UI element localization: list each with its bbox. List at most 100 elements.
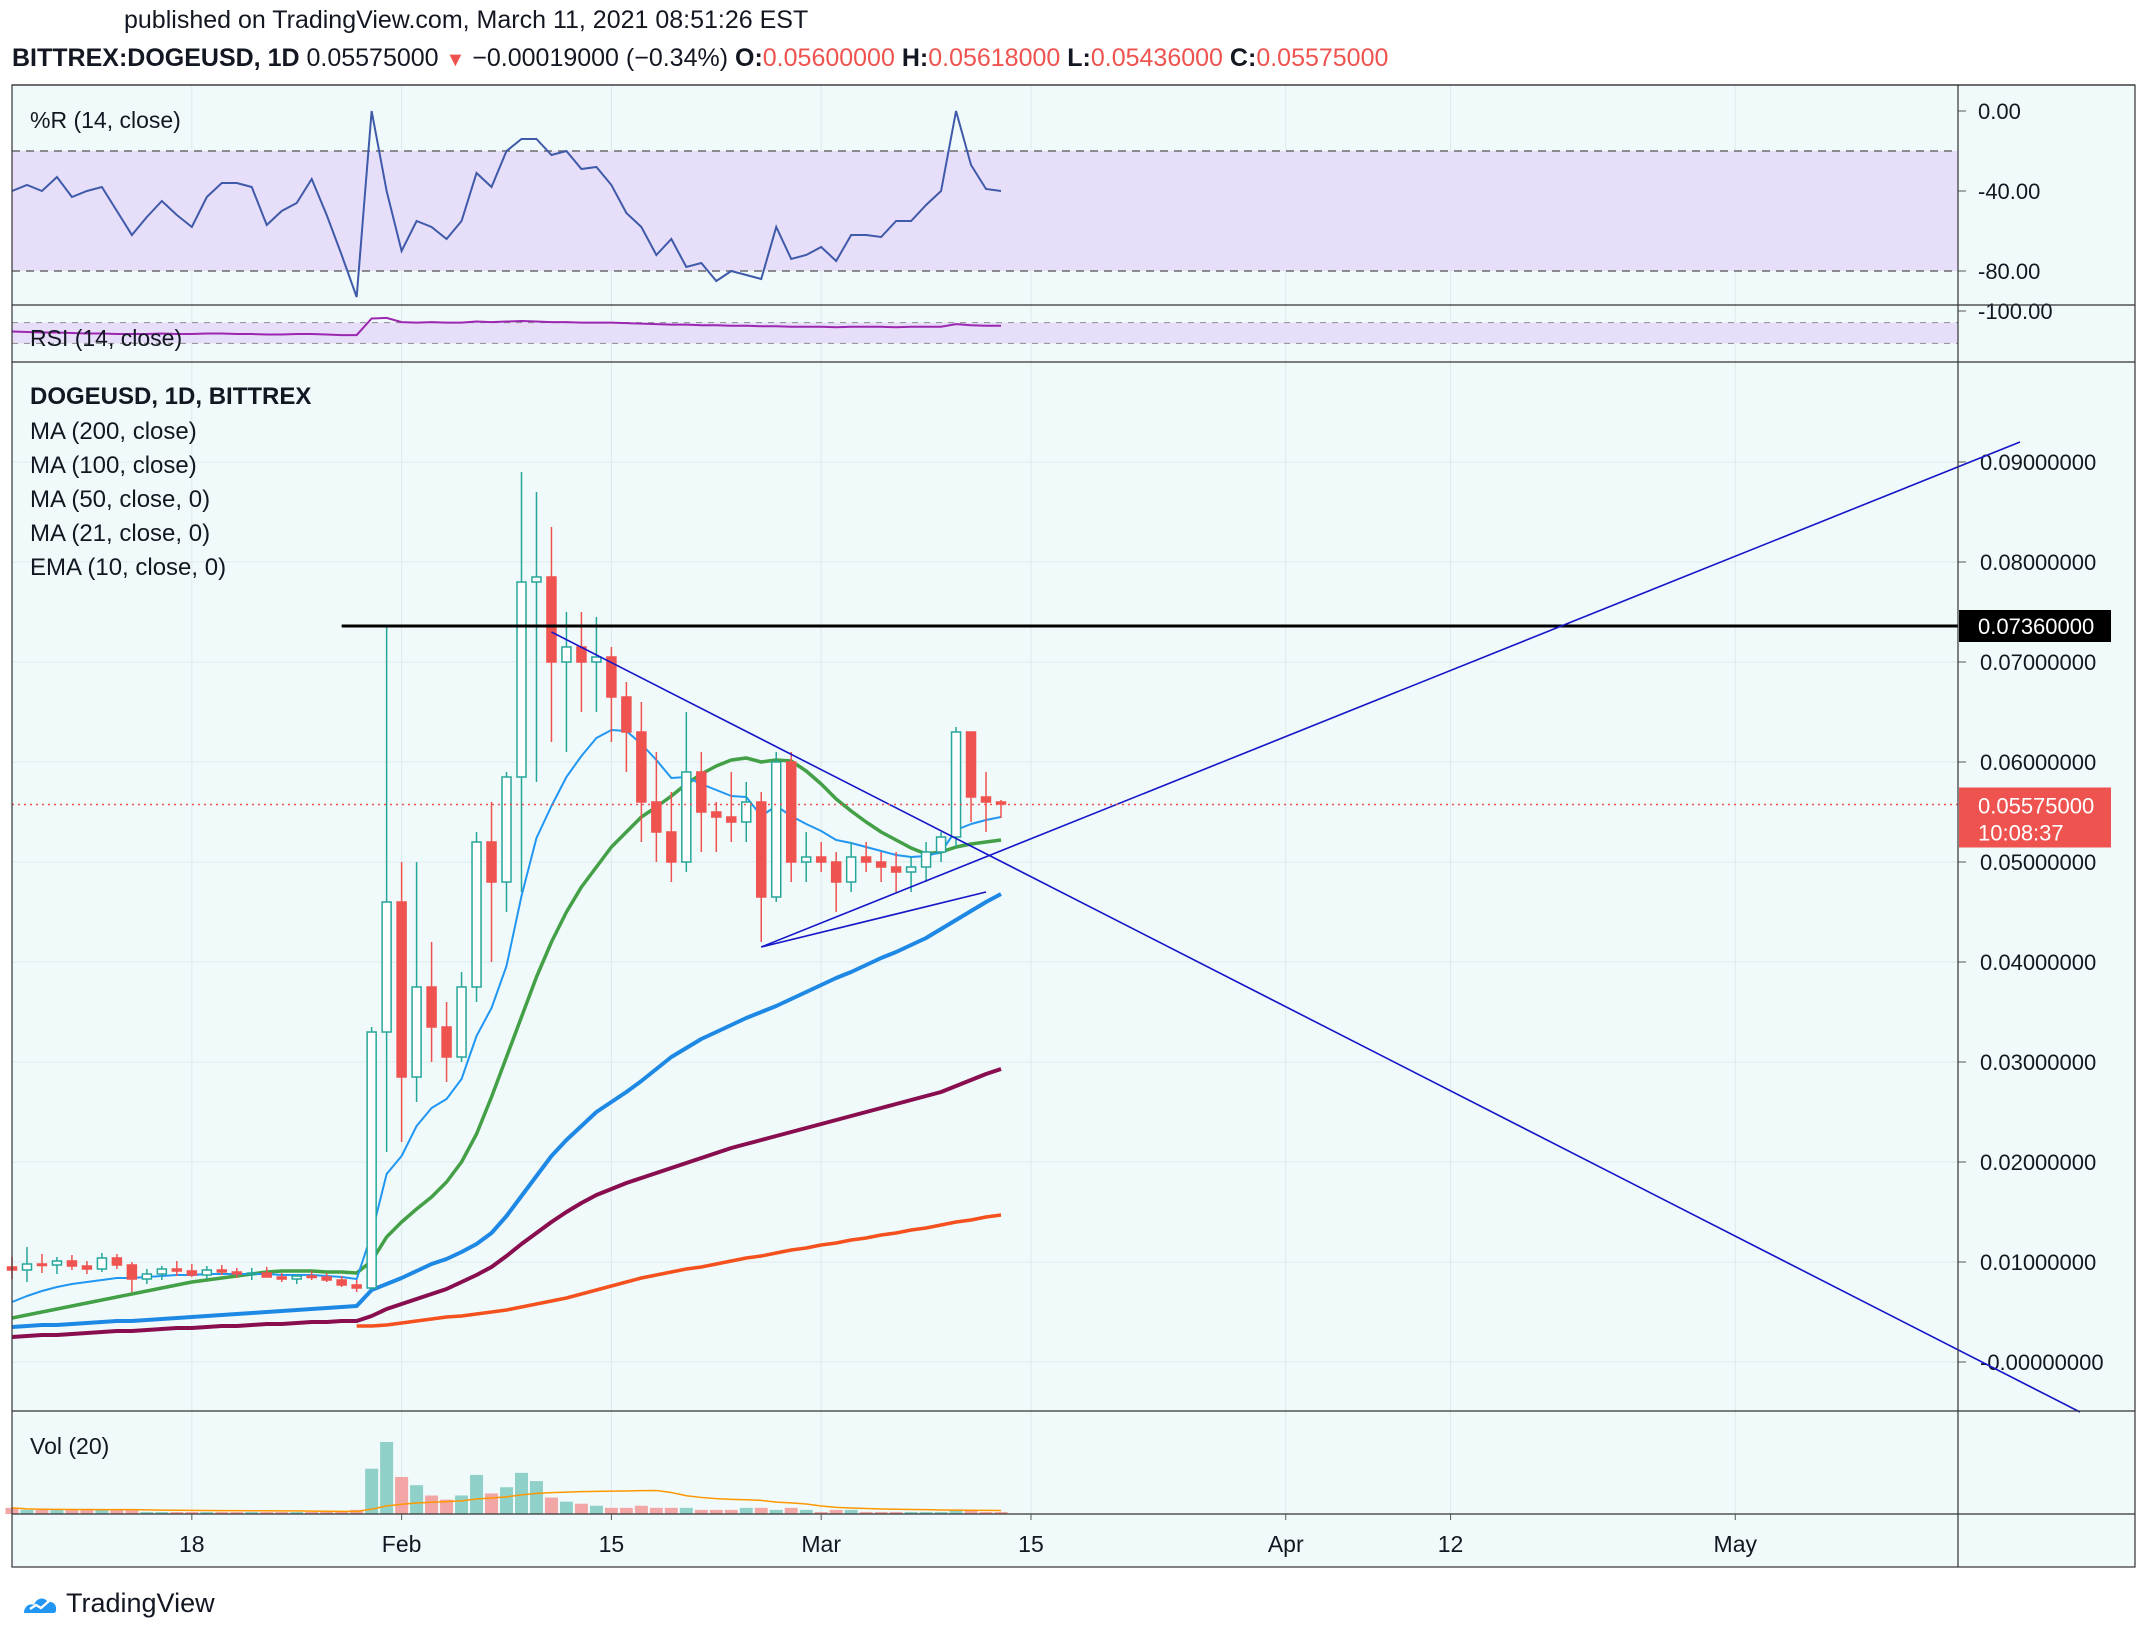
candle-down [306, 1275, 317, 1279]
volume-bar [709, 1509, 723, 1514]
volume-bar [365, 1468, 379, 1514]
volume-bar [994, 1511, 1008, 1514]
wpr-tick-label: 0.00 [1978, 99, 2021, 124]
rsi-band [12, 322, 1958, 344]
candle-up [156, 1268, 168, 1275]
time-axis-label: Feb [382, 1531, 422, 1557]
candle-up [681, 771, 692, 863]
candle-up [561, 646, 572, 663]
volume-bar [724, 1509, 738, 1514]
volume-bar [574, 1503, 588, 1514]
ma21-line [11, 756, 1002, 1320]
time-axis-label: 12 [1438, 1531, 1464, 1557]
candle-down [636, 731, 647, 803]
volume-bar [634, 1505, 648, 1514]
volume-bar [215, 1511, 229, 1514]
candle-up [905, 866, 917, 873]
time-axis-label: 15 [1018, 1531, 1044, 1557]
high-value: 0.05618000 [928, 44, 1061, 72]
indicator-legend-item: MA (50, close, 0) [30, 486, 210, 513]
candle-down [965, 731, 977, 798]
volume-bar [664, 1507, 678, 1514]
candle-down [36, 1263, 48, 1267]
volume-bar [829, 1509, 843, 1514]
wpr-line [11, 110, 1002, 298]
volume-bar [110, 1509, 124, 1514]
candle-down [441, 1026, 452, 1058]
rsi-title: RSI (14, close) [30, 325, 182, 351]
symbol-label: BITTREX:DOGEUSD, 1D [12, 44, 300, 72]
last-price: 0.05575000 [306, 44, 439, 72]
descending-trend-line [551, 631, 2081, 1413]
volume-bar [694, 1509, 708, 1514]
ma200-line [356, 1213, 1002, 1328]
volume-bar [844, 1509, 858, 1514]
candle-down [546, 576, 557, 663]
time-axis-label: May [1714, 1531, 1758, 1557]
candle-up [456, 986, 467, 1058]
candle-down [621, 696, 632, 733]
wpr-title: %R (14, close) [30, 107, 181, 133]
candle-down [995, 801, 1007, 805]
wpr-tick-label: -40.00 [1978, 179, 2040, 204]
volume-bar [440, 1499, 454, 1514]
chart-background [12, 85, 2135, 1567]
price-tick-label: 0.02000000 [1980, 1150, 2096, 1175]
candle-up [471, 841, 482, 988]
volume-bar [619, 1507, 633, 1514]
volume-bar [410, 1485, 424, 1514]
open-value: 0.05600000 [762, 44, 895, 72]
candle-up [411, 986, 422, 1078]
candle-up [201, 1269, 213, 1276]
volume-bar [245, 1511, 259, 1514]
volume-ma-line [11, 1489, 1002, 1513]
ma50-line [11, 892, 1002, 1329]
candle-down [396, 901, 407, 1078]
volume-title: Vol (20) [30, 1433, 109, 1459]
high-label: H: [901, 44, 929, 72]
volume-bar [50, 1509, 64, 1514]
candle-up [800, 856, 812, 863]
candle-up [21, 1263, 33, 1271]
wpr-tick-label: -100.00 [1978, 299, 2053, 324]
volume-bar [80, 1509, 94, 1514]
volume-bar [799, 1509, 813, 1514]
candle-up [516, 581, 527, 778]
bar-countdown-timer: 10:08:37 [1978, 821, 2064, 846]
candle-up [141, 1273, 153, 1280]
footer-brand-text: TradingView [66, 1588, 215, 1618]
volume-bar [155, 1511, 169, 1514]
triangle-base-line [761, 891, 987, 948]
indicator-legend-item: MA (200, close) [30, 418, 197, 445]
price-tick-label: 0.05000000 [1980, 850, 2096, 875]
candle-down [111, 1257, 123, 1266]
ascending-trend-line [760, 441, 2021, 948]
chart-canvas[interactable]: %R (14, close) 0.00 -40.00 -80.00 -100.00 RSI… [0, 0, 2148, 1585]
resistance-level-marker [1959, 610, 2111, 642]
tradingview-logo-icon [24, 1597, 57, 1613]
symbol-ohlc-line: BITTREX:DOGEUSD, 1D 0.05575000 ▼ −0.0001… [12, 44, 1388, 73]
footer-brand: TradingView [22, 1588, 215, 1619]
volume-bar [230, 1511, 244, 1514]
volume-bar [395, 1476, 409, 1514]
wpr-band [12, 151, 1958, 271]
volume-bar [200, 1511, 214, 1514]
price-tick-label: 0.09000000 [1980, 450, 2096, 475]
candle-down [666, 831, 677, 863]
last-price-marker-label: 0.05575000 [1978, 794, 2094, 819]
volume-bar [964, 1509, 978, 1514]
volume-bar [470, 1474, 484, 1514]
candle-down [426, 986, 437, 1028]
indicator-legend-item: EMA (10, close, 0) [30, 554, 226, 581]
candle-down [890, 866, 902, 873]
volume-bar [485, 1493, 499, 1514]
candle-down [216, 1269, 228, 1273]
price-tick-label: 0.01000000 [1980, 1250, 2096, 1275]
candle-down [336, 1279, 347, 1286]
chart-frame [11, 84, 2136, 1568]
candle-up [935, 836, 947, 853]
volume-bar [529, 1481, 543, 1514]
close-label: C: [1229, 44, 1257, 72]
price-tick-label: 0.08000000 [1980, 550, 2096, 575]
volume-bar [380, 1442, 394, 1514]
